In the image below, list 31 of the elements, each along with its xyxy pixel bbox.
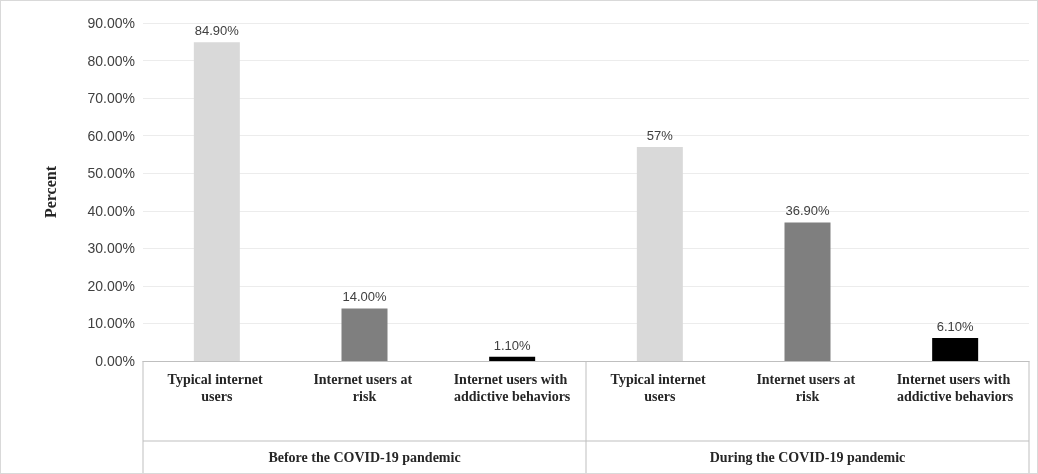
data-label: 14.00% — [342, 289, 387, 305]
y-tick-label: 10.00% — [87, 315, 135, 332]
y-tick-label: 80.00% — [87, 52, 135, 69]
x-tick-label: Internet users at risk — [313, 372, 416, 404]
y-tick-label: 90.00% — [87, 15, 135, 31]
y-tick-label: 60.00% — [87, 127, 135, 144]
x-tick-label: Typical internet users — [610, 372, 710, 404]
data-label: 57% — [646, 127, 674, 143]
bar — [489, 356, 536, 361]
x-tick-label: Internet users with addictive behaviors — [896, 372, 1014, 404]
x-tick-label: Internet users with addictive behaviors — [453, 372, 571, 404]
bar — [341, 308, 388, 361]
y-tick-label: 30.00% — [87, 240, 135, 257]
data-label: 1.10% — [493, 337, 532, 353]
text: During the COVID-19 pandemic — [709, 449, 906, 465]
bar — [932, 338, 979, 361]
bar — [193, 42, 240, 361]
y-tick-label: 20.00% — [87, 277, 135, 294]
data-label: 84.90% — [194, 23, 240, 39]
x-tick-label: Internet users at risk — [756, 372, 859, 404]
bar — [784, 222, 831, 361]
y-axis-title: Percent — [41, 165, 59, 219]
y-tick-label: 70.00% — [87, 90, 135, 107]
text: Before the COVID-19 pandemic — [268, 449, 461, 465]
y-tick-label: 0.00% — [95, 353, 135, 369]
y-tick-label: 40.00% — [87, 202, 135, 219]
y-tick-label: 50.00% — [87, 165, 135, 182]
data-label: 6.10% — [936, 319, 975, 335]
bar — [636, 146, 683, 361]
data-label: 36.90% — [785, 203, 830, 219]
x-tick-label: Typical internet users — [167, 372, 267, 404]
